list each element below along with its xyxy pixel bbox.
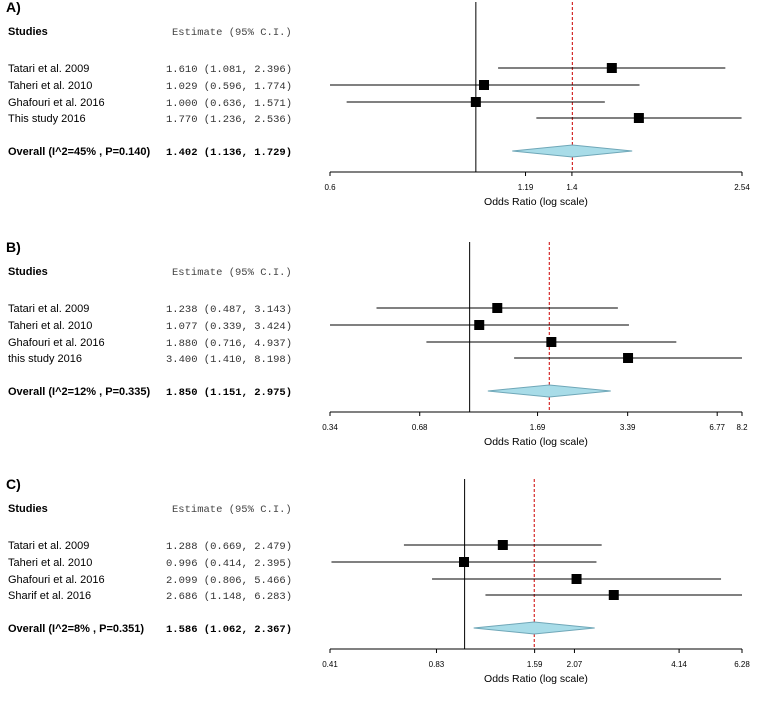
overall-estimate: 1.850 (1.151, 2.975) [166,387,292,399]
study-estimate: 1.000 (0.636, 1.571) [166,98,292,110]
point-estimate-box [479,80,490,90]
point-estimate-box [623,353,634,363]
forest-panel-2: B) Studies Estimate (95% C.I.) Tatari et al… [6,239,748,448]
x-tick-label: 0.68 [412,423,428,432]
pooled-diamond [473,621,595,635]
studies-header: Studies [8,266,48,278]
study-name: Tatari et al. 2009 [8,303,89,315]
study-name: Tatari et al. 2009 [8,540,89,552]
overall-row: Overall (I^2=45% , P=0.140) 1.402 (1.136,… [8,144,633,159]
studies-header: Studies [8,503,48,515]
x-axis-title: Odds Ratio (log scale) [484,673,588,685]
x-tick-label: 0.41 [322,660,338,669]
study-name: Ghafouri et al. 2016 [8,337,105,349]
study-row: Tatari et al. 2009 1.238 (0.487, 3.143) [8,303,618,316]
point-estimate-box [546,337,557,347]
study-row: Taheri et al. 2010 1.029 (0.596, 1.774) [8,80,640,93]
study-row: Ghafouri et al. 2016 2.099 (0.806, 5.466) [8,574,722,587]
x-tick-label: 3.39 [620,423,636,432]
x-tick-label: 2.07 [567,660,583,669]
x-tick-label: 8.2 [736,423,748,432]
studies-header: Studies [8,26,48,38]
overall-row: Overall (I^2=8% , P=0.351) 1.586 (1.062, … [8,621,595,636]
point-estimate-box [497,540,508,550]
x-tick-label: 2.54 [734,183,750,192]
study-name: Ghafouri et al. 2016 [8,574,105,586]
study-row: Taheri et al. 2010 1.077 (0.339, 3.424) [8,320,629,333]
point-estimate-box [571,574,582,584]
x-tick-label: 1.19 [518,183,534,192]
estimate-header: Estimate (95% C.I.) [172,504,292,516]
overall-label: Overall (I^2=12% , P=0.335) [8,386,151,398]
study-row: Ghafouri et al. 2016 1.000 (0.636, 1.571) [8,97,605,110]
forest-panel-3: C) Studies Estimate (95% C.I.) Tatari et al… [6,476,750,685]
estimate-header: Estimate (95% C.I.) [172,267,292,279]
study-name: Sharif et al. 2016 [8,590,91,602]
x-tick-label: 1.69 [530,423,546,432]
study-estimate: 1.880 (0.716, 4.937) [166,338,292,350]
x-axis-title: Odds Ratio (log scale) [484,436,588,448]
estimate-header: Estimate (95% C.I.) [172,27,292,39]
study-name: Taheri et al. 2010 [8,80,92,92]
overall-row: Overall (I^2=12% , P=0.335) 1.850 (1.151,… [8,384,611,399]
point-estimate-box [470,97,481,107]
panel-label: A) [6,0,21,15]
point-estimate-box [459,557,470,567]
x-tick-label: 1.4 [566,183,578,192]
study-name: This study 2016 [8,113,86,125]
overall-label: Overall (I^2=8% , P=0.351) [8,623,144,635]
study-estimate: 3.400 (1.410, 8.198) [166,354,292,366]
study-name: Taheri et al. 2010 [8,557,92,569]
study-estimate: 1.288 (0.669, 2.479) [166,541,292,553]
x-tick-label: 6.28 [734,660,750,669]
study-row: Sharif et al. 2016 2.686 (1.148, 6.283) [8,590,742,603]
study-name: this study 2016 [8,353,82,365]
study-estimate: 0.996 (0.414, 2.395) [166,558,292,570]
study-estimate: 2.099 (0.806, 5.466) [166,575,292,587]
x-tick-label: 1.59 [527,660,543,669]
study-row: this study 2016 3.400 (1.410, 8.198) [8,353,742,366]
x-tick-label: 4.14 [671,660,687,669]
panel-label: B) [6,239,21,255]
x-tick-label: 0.34 [322,423,338,432]
point-estimate-box [474,320,485,330]
point-estimate-box [492,303,503,313]
study-name: Taheri et al. 2010 [8,320,92,332]
study-row: Ghafouri et al. 2016 1.880 (0.716, 4.937) [8,337,677,350]
study-row: Tatari et al. 2009 1.610 (1.081, 2.396) [8,63,726,76]
study-estimate: 1.770 (1.236, 2.536) [166,114,292,126]
overall-estimate: 1.586 (1.062, 2.367) [166,624,292,636]
x-tick-label: 0.83 [429,660,445,669]
study-estimate: 1.610 (1.081, 2.396) [166,64,292,76]
study-estimate: 1.238 (0.487, 3.143) [166,304,292,316]
study-row: Tatari et al. 2009 1.288 (0.669, 2.479) [8,540,602,553]
pooled-diamond [512,144,633,158]
study-name: Ghafouri et al. 2016 [8,97,105,109]
overall-label: Overall (I^2=45% , P=0.140) [8,146,151,158]
pooled-diamond [487,384,611,398]
study-row: This study 2016 1.770 (1.236, 2.536) [8,113,742,126]
x-tick-label: 0.6 [324,183,336,192]
study-estimate: 1.077 (0.339, 3.424) [166,321,292,333]
panel-label: C) [6,476,21,492]
x-axis-title: Odds Ratio (log scale) [484,196,588,208]
study-row: Taheri et al. 2010 0.996 (0.414, 2.395) [8,557,597,570]
study-estimate: 2.686 (1.148, 6.283) [166,591,292,603]
study-estimate: 1.029 (0.596, 1.774) [166,81,292,93]
point-estimate-box [633,113,644,123]
point-estimate-box [608,590,619,600]
x-tick-label: 6.77 [709,423,725,432]
forest-panel-1: A) Studies Estimate (95% C.I.) Tatari et al… [6,0,750,208]
overall-estimate: 1.402 (1.136, 1.729) [166,147,292,159]
study-name: Tatari et al. 2009 [8,63,89,75]
point-estimate-box [606,63,617,73]
